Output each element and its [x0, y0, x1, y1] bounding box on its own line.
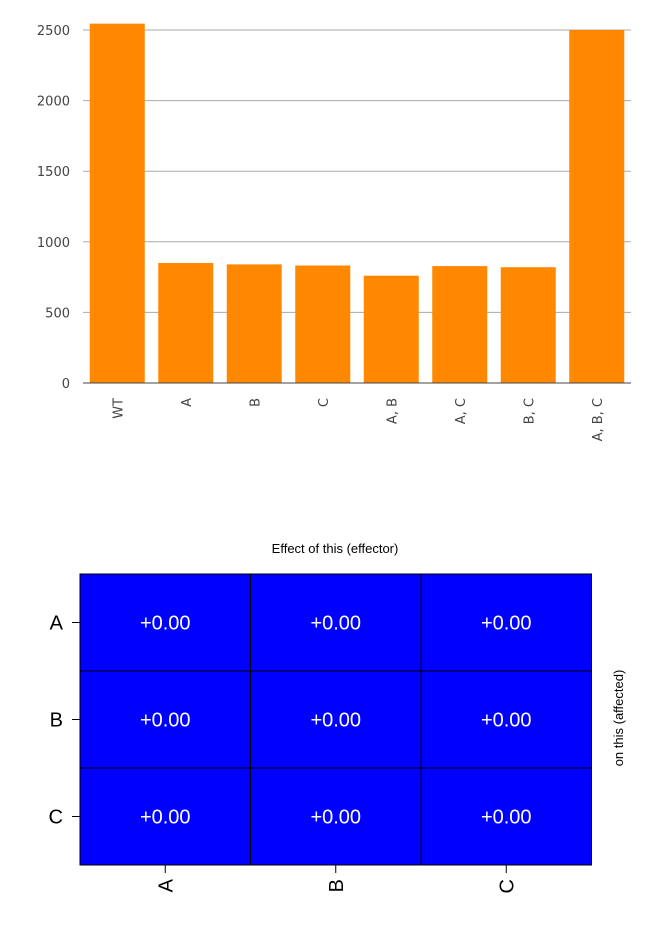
y-tick-label: 500 [45, 306, 70, 321]
heatmap-col-label: A [155, 878, 177, 892]
bar [500, 267, 556, 383]
heatmap-cell [420, 573, 592, 672]
heatmap-cell-value: +0.00 [481, 807, 532, 829]
heatmap-col-label: B [326, 879, 348, 892]
heatmap-cell-value: +0.00 [310, 807, 361, 829]
heatmap-row-labels: A B C [49, 613, 80, 829]
y-tick-label: 2500 [37, 24, 70, 39]
y-tick-label: 1000 [37, 236, 70, 251]
heatmap: Effect of this (effector) on this (affec… [49, 541, 626, 893]
bar [569, 30, 625, 383]
x-tick-label: A [180, 398, 195, 407]
heatmap-row-label: B [50, 710, 63, 732]
y-axis-ticks: 0 500 1000 1500 2000 2500 [37, 24, 70, 392]
bar [295, 265, 351, 383]
heatmap-cell [250, 670, 422, 769]
heatmap-cell [79, 767, 251, 866]
y-tick-label: 0 [62, 377, 70, 392]
heatmap-cell [79, 670, 251, 769]
heatmap-col-labels: A B C [155, 865, 518, 893]
bar-chart: 0 500 1000 1500 2000 2500 WT A B C A, B A, C B, C A,… [37, 23, 631, 442]
heatmap-cell-value: +0.00 [310, 710, 361, 732]
heatmap-col-label: C [496, 879, 518, 893]
heatmap-row-label: C [49, 807, 63, 829]
heatmap-cell-value: +0.00 [310, 613, 361, 635]
bars [89, 23, 625, 384]
heatmap-cell-value: +0.00 [481, 613, 532, 635]
heatmap-side-label: on this (affected) [611, 670, 626, 767]
bar [89, 23, 145, 384]
heatmap-cell-value: +0.00 [140, 807, 191, 829]
bar [226, 264, 282, 383]
heatmap-row-label: A [50, 613, 64, 635]
y-tick-label: 2000 [37, 95, 70, 110]
x-tick-label: A, B, C [591, 398, 606, 441]
y-tick-label: 1500 [37, 165, 70, 180]
heatmap-cell [250, 767, 422, 866]
x-tick-label: WT [111, 398, 126, 419]
heatmap-title: Effect of this (effector) [272, 541, 399, 556]
x-tick-label: B [248, 398, 263, 407]
x-axis-ticks: WT A B C A, B A, C B, C A, B, C [111, 398, 606, 442]
heatmap-cell-value: +0.00 [481, 710, 532, 732]
heatmap-cell [420, 670, 592, 769]
x-tick-label: B, C [522, 398, 537, 424]
x-tick-label: A, B [385, 398, 400, 424]
x-tick-label: A, C [454, 398, 469, 424]
bar [158, 262, 214, 383]
heatmap-cell-value: +0.00 [140, 710, 191, 732]
heatmap-cell-value: +0.00 [140, 613, 191, 635]
x-tick-label: C [317, 398, 332, 407]
bar [432, 266, 488, 383]
bar [363, 275, 419, 383]
heatmap-cells: +0.00 +0.00 +0.00 +0.00 +0.00 +0.00 +0.00 +0.00… [79, 573, 592, 866]
